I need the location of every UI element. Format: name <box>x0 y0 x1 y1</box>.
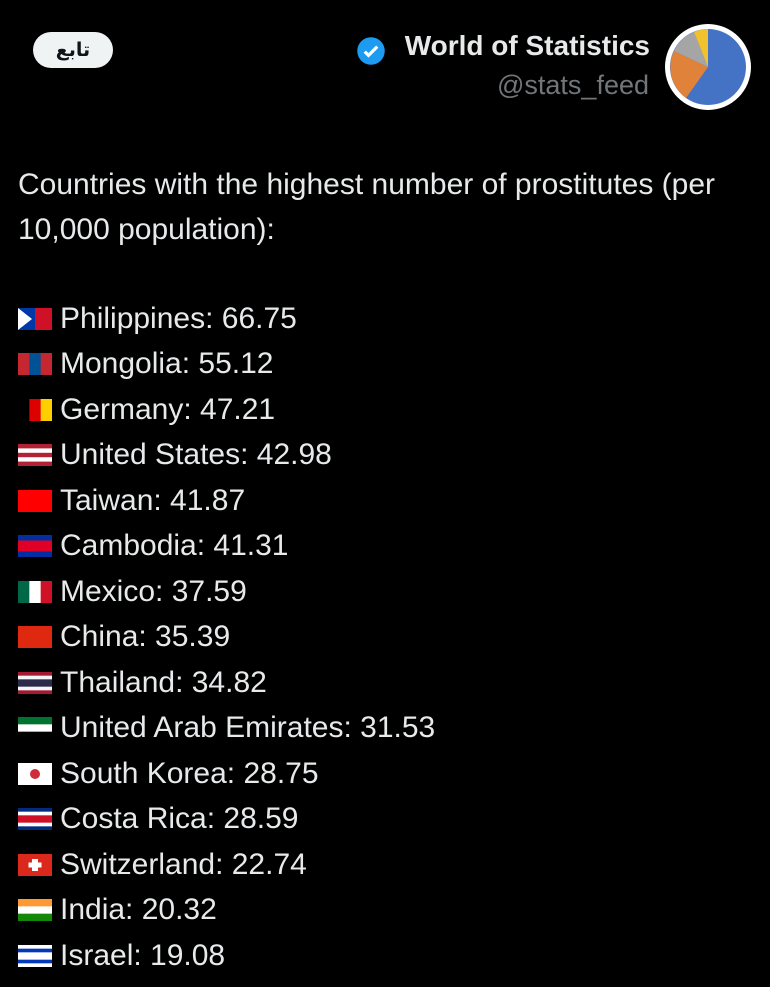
flag-icon <box>18 671 52 694</box>
list-item: Philippines: 66.75 <box>18 296 435 342</box>
flag-icon <box>18 944 52 967</box>
flag-icon <box>18 580 52 603</box>
flag-icon <box>18 853 52 876</box>
list-item-text: Switzerland: 22.74 <box>60 847 307 881</box>
flag-icon <box>18 307 52 330</box>
list-item: Thailand: 34.82 <box>18 660 435 706</box>
flag-icon <box>18 535 52 558</box>
flag-icon <box>18 626 52 649</box>
list-item-text: Germany: 47.21 <box>60 392 276 426</box>
flag-icon <box>18 353 52 376</box>
list-item-text: Mexico: 37.59 <box>60 574 247 608</box>
list-item-text: South Korea: 28.75 <box>60 756 319 790</box>
flag-icon <box>18 808 52 831</box>
list-item-text: Thailand: 34.82 <box>60 665 267 699</box>
list-item: Taiwan: 41.87 <box>18 478 435 524</box>
post-list: Philippines: 66.75 Mongolia: 55.12 Germany… <box>18 296 435 979</box>
list-item: India: 20.32 <box>18 888 435 934</box>
list-item-text: Taiwan: 41.87 <box>60 483 246 517</box>
verified-badge <box>357 37 385 65</box>
list-item: Israel: 19.08 <box>18 933 435 979</box>
list-item: Mexico: 37.59 <box>18 569 435 615</box>
list-item-text: Mongolia: 55.12 <box>60 347 274 381</box>
flag-icon <box>18 717 52 740</box>
flag-icon <box>18 489 52 512</box>
list-item-text: Israel: 19.08 <box>60 938 226 972</box>
list-item: United States: 42.98 <box>18 433 435 479</box>
list-item: South Korea: 28.75 <box>18 751 435 797</box>
flag-icon <box>18 398 52 421</box>
list-item-text: China: 35.39 <box>60 620 231 654</box>
flag-icon <box>18 899 52 922</box>
account-name[interactable]: World of Statistics <box>404 30 650 61</box>
list-item-text: Cambodia: 41.31 <box>60 529 289 563</box>
list-item-text: United States: 42.98 <box>60 438 332 472</box>
list-item: China: 35.39 <box>18 615 435 661</box>
list-item: United Arab Emirates: 31.53 <box>18 706 435 752</box>
flag-icon <box>18 444 52 467</box>
list-item: Germany: 47.21 <box>18 387 435 433</box>
follow-button[interactable]: تابع <box>33 32 113 68</box>
list-item: Costa Rica: 28.59 <box>18 797 435 843</box>
avatar[interactable] <box>664 23 752 111</box>
list-item-text: Costa Rica: 28.59 <box>60 802 299 836</box>
list-item-text: Philippines: 66.75 <box>60 301 297 335</box>
account-handle[interactable]: @stats_feed <box>497 70 649 100</box>
list-item: Cambodia: 41.31 <box>18 524 435 570</box>
list-item: Mongolia: 55.12 <box>18 342 435 388</box>
list-item: Switzerland: 22.74 <box>18 842 435 888</box>
post-intro: Countries with the highest number of pro… <box>18 168 716 246</box>
list-item-text: United Arab Emirates: 31.53 <box>60 711 436 745</box>
list-item-text: India: 20.32 <box>60 893 217 927</box>
flag-icon <box>18 762 52 785</box>
